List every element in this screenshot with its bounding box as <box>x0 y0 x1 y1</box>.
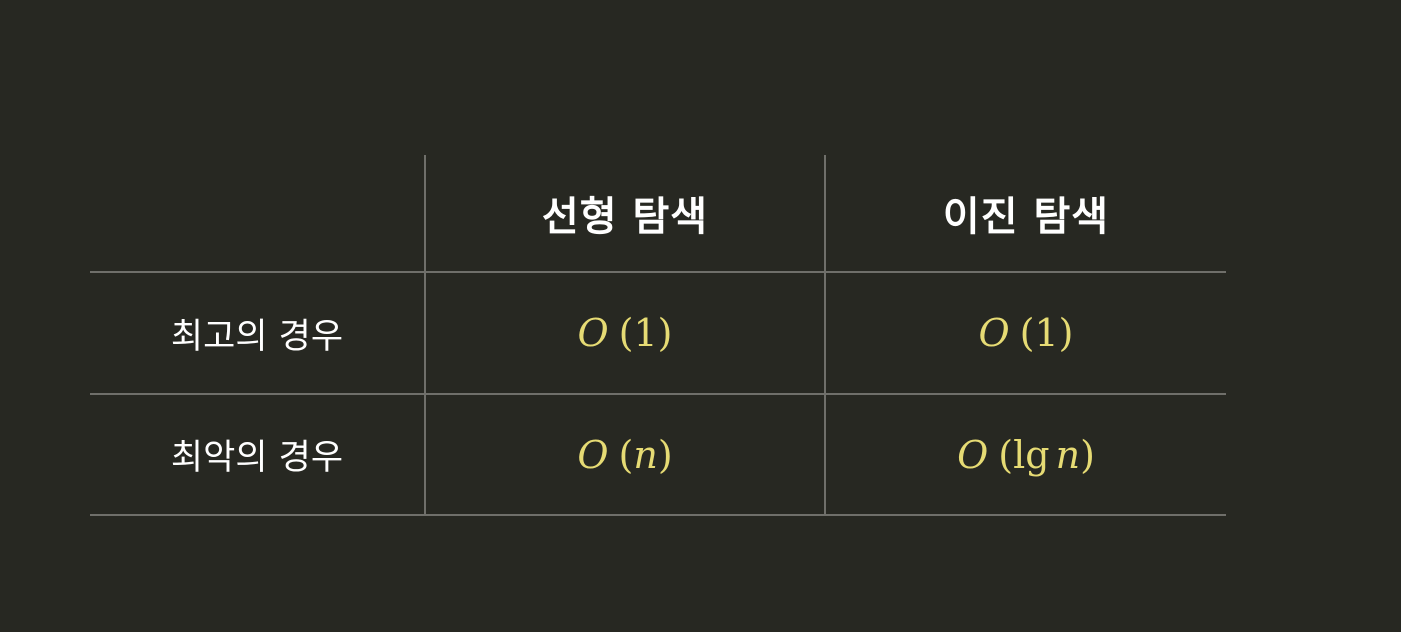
big-o-symbol: O <box>577 432 609 477</box>
row-divider <box>90 393 1226 395</box>
complexity-argument: 1 <box>633 311 658 355</box>
big-o-symbol: O <box>978 311 1010 355</box>
table-bottom-border <box>90 514 1226 516</box>
header-linear-search: 선형 탐색 <box>426 155 824 271</box>
column-divider-2 <box>824 155 826 514</box>
close-paren: ) <box>657 311 673 355</box>
best-case-binary-complexity: O(1) <box>826 273 1226 393</box>
row-label-worst-case: 최악의 경우 <box>90 395 424 514</box>
worst-case-linear-complexity: O(n) <box>426 395 824 514</box>
close-paren: ) <box>657 432 673 477</box>
big-o-symbol: O <box>577 311 609 355</box>
comparison-table: 선형 탐색 이진 탐색 최고의 경우 O(1) O(1) 최악의 경우 O(n)… <box>90 155 1226 517</box>
header-divider <box>90 271 1226 273</box>
open-paren: ( <box>618 311 634 355</box>
log-prefix: lg <box>1013 432 1050 477</box>
column-divider-1 <box>424 155 426 514</box>
worst-case-binary-complexity: O(lg n) <box>826 395 1226 514</box>
open-paren: ( <box>998 432 1014 477</box>
row-label-best-case: 최고의 경우 <box>90 273 424 393</box>
header-linear-search-label: 선형 탐색 <box>541 194 709 240</box>
header-binary-search-label: 이진 탐색 <box>942 194 1110 240</box>
complexity-argument: n <box>633 432 658 477</box>
row-label-worst-case-text: 최악의 경우 <box>170 438 344 478</box>
open-paren: ( <box>1019 311 1035 355</box>
close-paren: ) <box>1058 311 1074 355</box>
best-case-linear-complexity: O(1) <box>426 273 824 393</box>
header-binary-search: 이진 탐색 <box>826 155 1226 271</box>
open-paren: ( <box>618 432 634 477</box>
complexity-argument: 1 <box>1034 311 1059 355</box>
big-o-symbol: O <box>957 432 989 477</box>
row-label-best-case-text: 최고의 경우 <box>170 316 344 357</box>
close-paren: ) <box>1080 432 1095 477</box>
complexity-argument: n <box>1055 432 1081 477</box>
